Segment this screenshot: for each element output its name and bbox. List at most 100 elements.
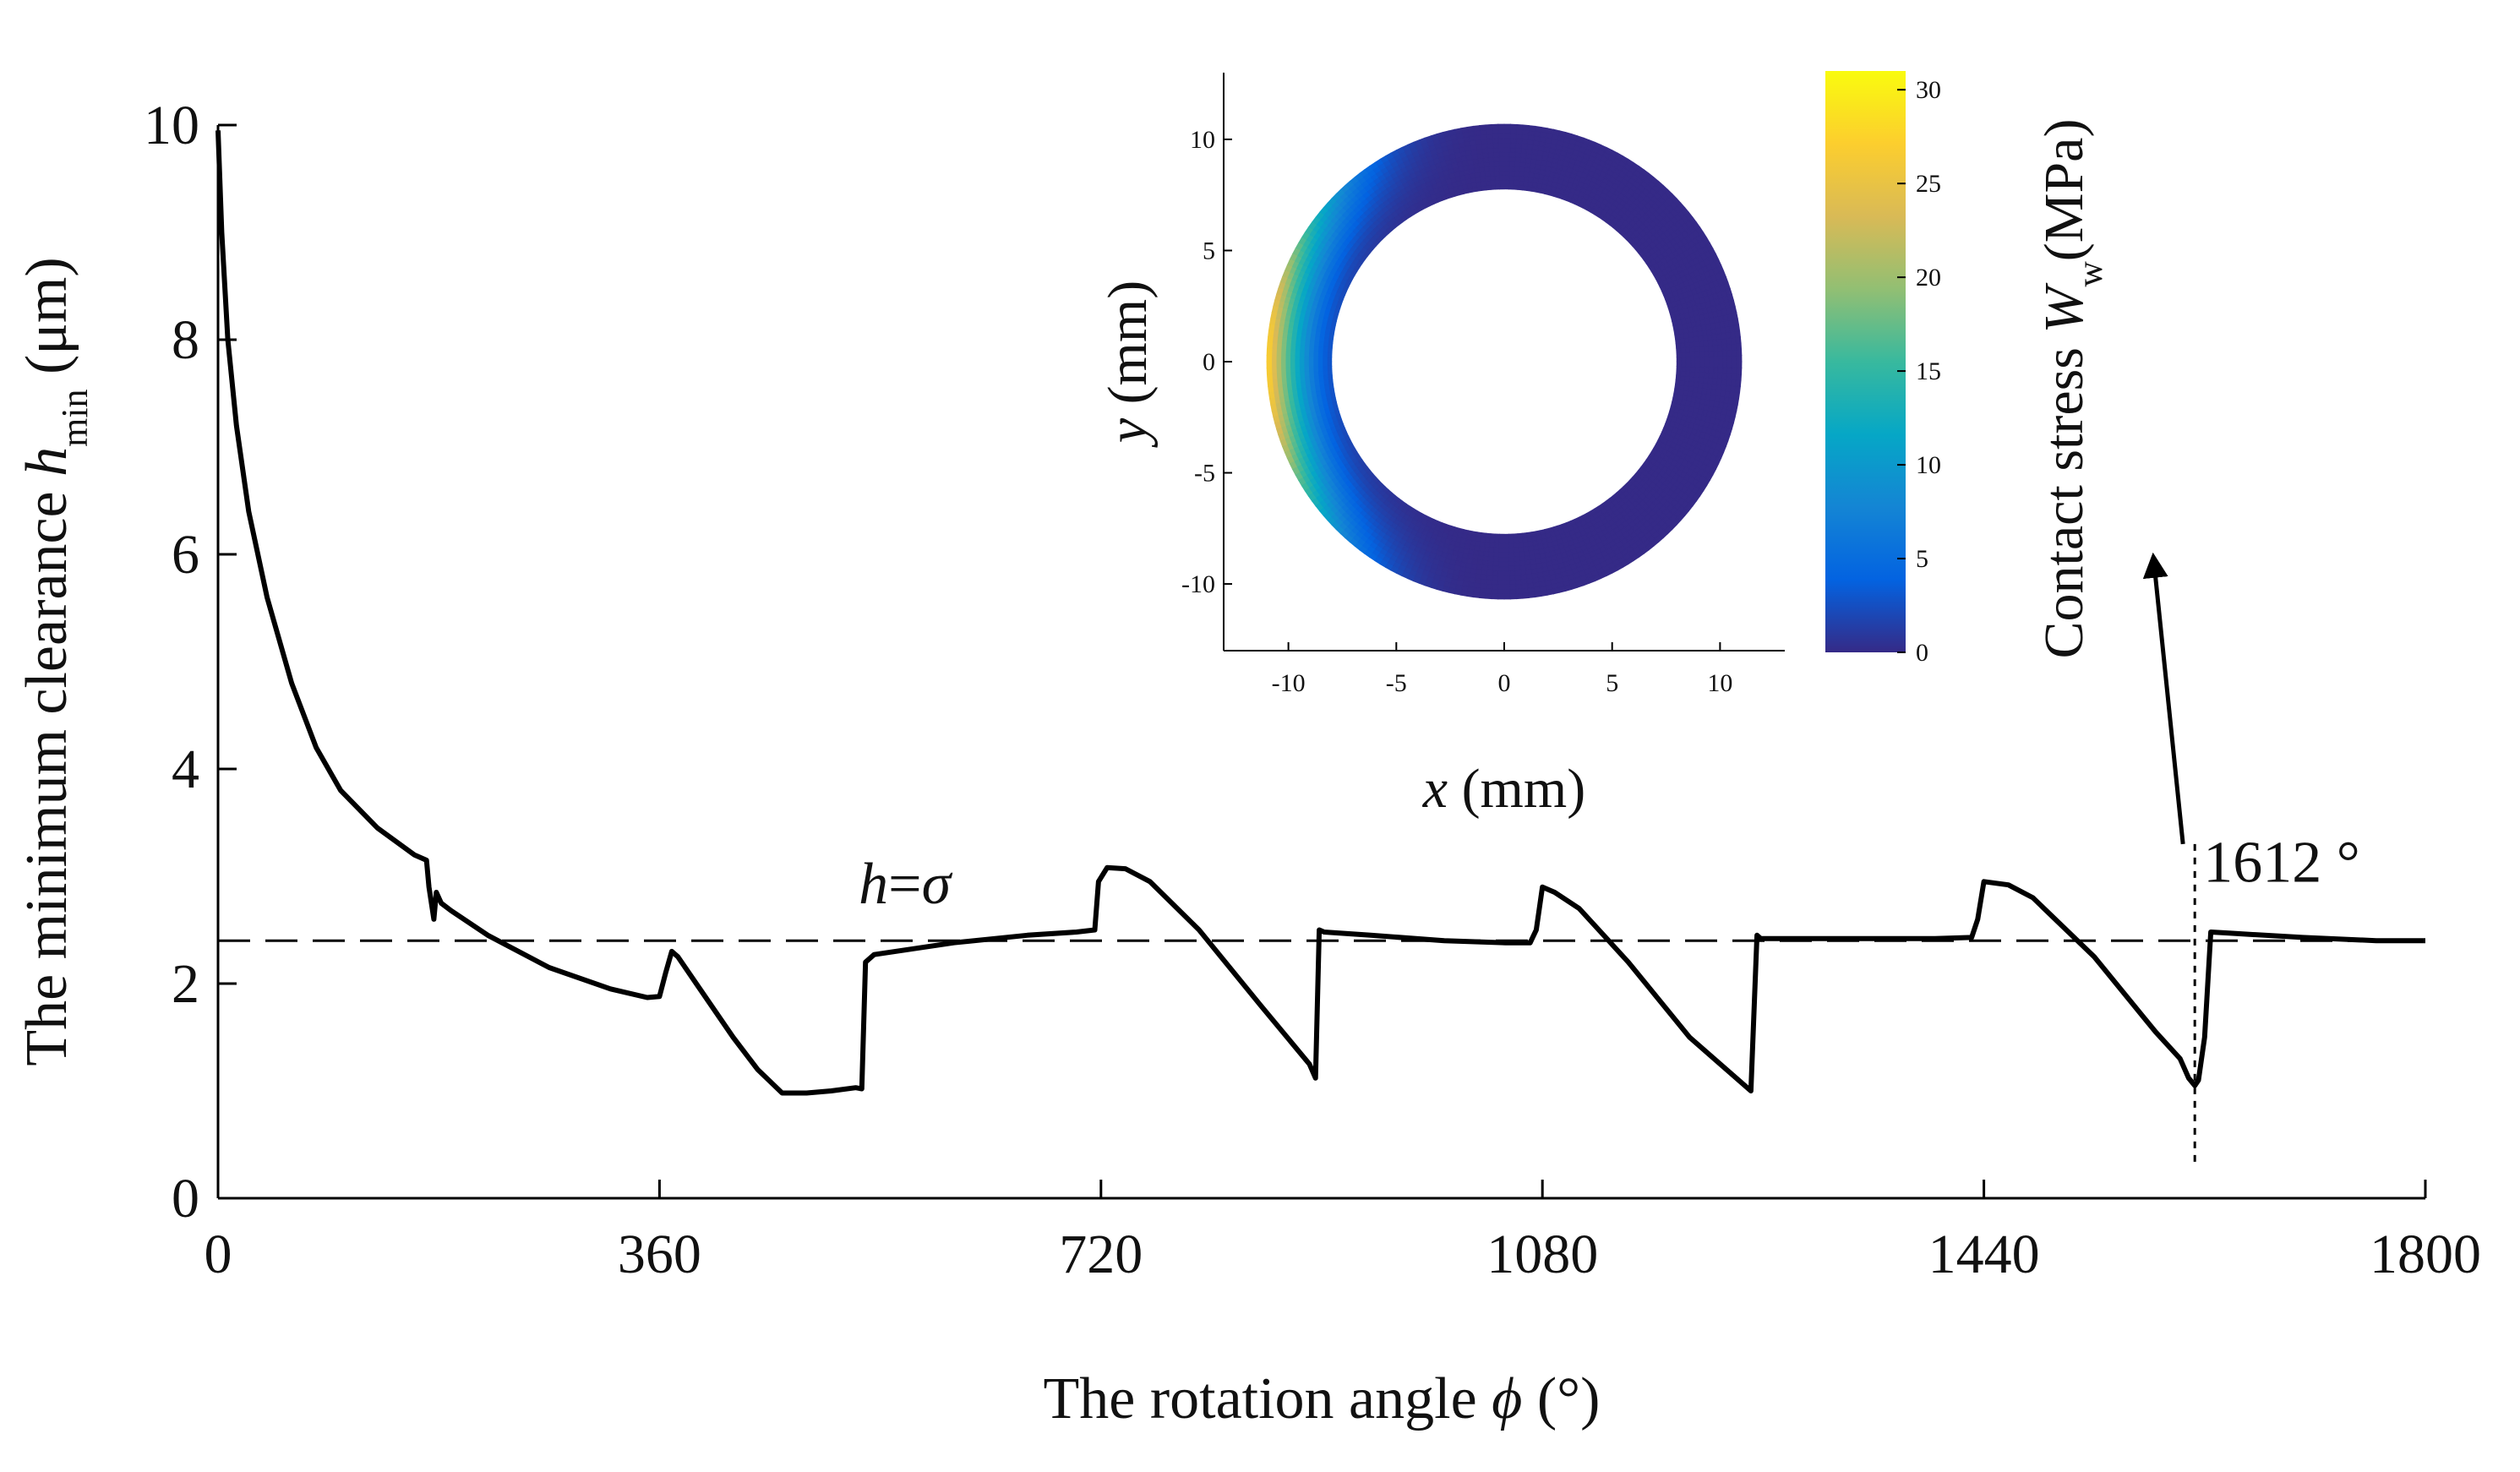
ring-cell xyxy=(1498,161,1505,166)
ring-cell xyxy=(1498,179,1505,185)
ring-cell xyxy=(1285,349,1291,357)
ring-cell xyxy=(1509,575,1517,581)
ring-cell xyxy=(1492,128,1499,134)
y-tick-label: 2 xyxy=(172,953,199,1015)
ring-cell xyxy=(1493,542,1500,549)
ring-cell xyxy=(1503,552,1510,559)
ring-cell xyxy=(1486,138,1493,144)
ring-cell xyxy=(1322,352,1328,358)
ring-cell xyxy=(1515,123,1524,130)
ring-cell xyxy=(1492,575,1499,581)
ring-cell xyxy=(1285,344,1291,352)
ring-cell xyxy=(1685,361,1692,368)
colorbar-tick-label: 25 xyxy=(1916,170,1941,198)
ring-cell xyxy=(1681,356,1687,363)
ring-cell xyxy=(1317,370,1323,377)
ring-cell xyxy=(1466,591,1475,598)
ring-cell xyxy=(1488,551,1495,558)
ring-cell xyxy=(1699,351,1705,357)
ring-cell xyxy=(1534,125,1542,133)
ring-cell xyxy=(1694,371,1700,378)
ring-cell xyxy=(1503,128,1511,134)
ring-cell xyxy=(1503,155,1510,162)
ring-cell xyxy=(1736,348,1743,357)
ring-cell xyxy=(1503,533,1510,540)
ring-cell xyxy=(1472,592,1481,598)
x-tick-label: 1440 xyxy=(1928,1224,2040,1285)
x-tick-label: 1080 xyxy=(1486,1224,1598,1285)
ring-cell xyxy=(1712,344,1719,352)
ring-cell xyxy=(1312,346,1319,352)
ring-cell xyxy=(1509,580,1517,586)
inset-y-tick-label: -10 xyxy=(1181,570,1215,598)
inset-y-axis-title-suffix: (mm) xyxy=(1097,281,1159,418)
y-tick-label: 0 xyxy=(172,1168,199,1229)
ring-cell xyxy=(1514,560,1521,567)
ring-cell xyxy=(1503,542,1510,549)
ring-cell xyxy=(1709,361,1715,368)
ring-cell xyxy=(1493,165,1500,172)
ring-cell xyxy=(1290,344,1296,352)
inset-x-tick-label: 10 xyxy=(1707,669,1732,697)
ring-cell xyxy=(1275,355,1282,363)
ring-cell xyxy=(1491,123,1499,130)
ring-cell xyxy=(1508,542,1515,549)
ring-cell xyxy=(1487,156,1495,163)
ring-cell xyxy=(1680,346,1687,353)
inset-x-axis-title-symbol: x xyxy=(1422,758,1448,820)
main-x-axis-title: The rotation angle ϕ (°) xyxy=(1044,1366,1601,1431)
ring-cell xyxy=(1494,183,1501,190)
ring-cell xyxy=(1312,361,1318,368)
ring-cell xyxy=(1689,351,1696,357)
sigma-label-h: h xyxy=(859,852,888,917)
ring-cell xyxy=(1289,355,1295,363)
ring-cell xyxy=(1472,125,1481,132)
ring-cell xyxy=(1285,361,1291,368)
ring-cell xyxy=(1494,533,1501,540)
x-tick-label: 720 xyxy=(1059,1224,1143,1285)
ring-cell xyxy=(1489,179,1496,186)
ring-cell xyxy=(1508,174,1515,181)
ring-cell xyxy=(1676,347,1683,353)
ring-cell xyxy=(1266,361,1273,368)
ring-cell xyxy=(1267,379,1274,387)
ring-cell xyxy=(1266,367,1273,375)
ring-cell xyxy=(1271,367,1277,374)
ring-cell xyxy=(1275,349,1282,357)
inset-y-tick-label: -5 xyxy=(1194,460,1215,488)
inset-x-tick-label: -5 xyxy=(1386,669,1407,697)
ring-cell xyxy=(1734,385,1741,394)
ring-cell xyxy=(1492,133,1499,139)
ring-cell xyxy=(1685,366,1692,373)
ring-cell xyxy=(1514,166,1520,172)
ring-cell xyxy=(1509,584,1517,591)
ring-cell xyxy=(1722,367,1728,374)
ring-cell xyxy=(1704,356,1710,363)
ring-cell xyxy=(1493,556,1500,563)
ring-cell xyxy=(1489,542,1496,548)
ring-cell xyxy=(1685,370,1691,377)
ring-cell xyxy=(1503,538,1510,544)
colorbar-tick-label: 30 xyxy=(1916,76,1941,104)
ring-cell xyxy=(1312,351,1319,357)
ring-cell xyxy=(1285,355,1291,363)
ring-cell xyxy=(1493,161,1500,167)
ring-cell xyxy=(1513,183,1519,190)
ring-cell xyxy=(1689,371,1696,378)
ring-cell xyxy=(1312,371,1319,378)
ring-cell xyxy=(1492,142,1499,149)
hmin-series-line xyxy=(215,130,2425,1096)
ring-cell xyxy=(1732,355,1737,363)
ring-cell xyxy=(1299,371,1306,379)
ring-cell xyxy=(1689,346,1696,352)
ring-cell xyxy=(1492,570,1500,576)
ring-cell xyxy=(1266,355,1273,363)
ring-cell xyxy=(1294,372,1301,379)
ring-cell xyxy=(1487,151,1494,158)
ring-cell xyxy=(1503,566,1511,572)
ring-cell xyxy=(1271,361,1277,368)
ring-cell xyxy=(1508,547,1515,553)
inset-y-axis-title: y (mm) xyxy=(1097,281,1159,448)
ring-cell xyxy=(1699,345,1705,352)
